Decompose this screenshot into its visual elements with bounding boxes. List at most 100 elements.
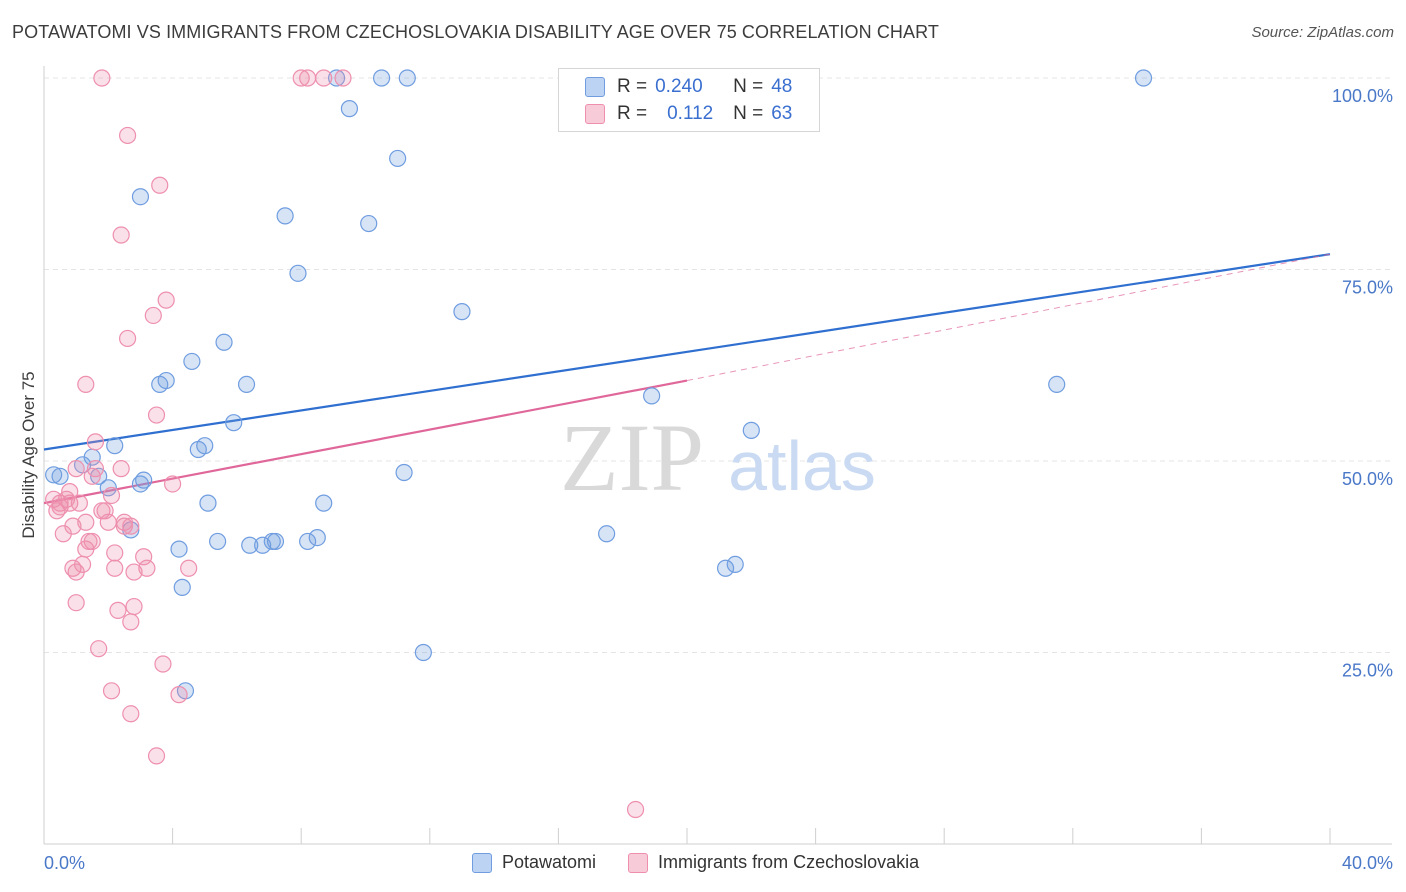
czechoslovakia-point <box>112 226 130 244</box>
czechoslovakia-point <box>122 705 140 723</box>
potawatomi-point <box>189 440 207 459</box>
czechoslovakia-point <box>77 513 95 531</box>
czechoslovakia-point <box>334 69 352 87</box>
czechoslovakia-point <box>64 517 82 535</box>
axes <box>43 66 1392 845</box>
czechoslovakia-point <box>93 69 111 87</box>
czechoslovakia-point <box>115 517 133 535</box>
legend-swatch-pink <box>585 104 605 124</box>
potawatomi-point <box>726 555 744 574</box>
series-legend: Potawatomi Immigrants from Czechoslovaki… <box>472 852 951 873</box>
potawatomi-point <box>389 149 407 168</box>
potawatomi-point <box>453 303 471 321</box>
czechoslovakia-point <box>83 532 101 551</box>
czechoslovakia-point <box>61 494 79 512</box>
czechoslovakia-trend-extension <box>686 253 1331 382</box>
correlation-legend: R = 0.240 N = 48 R = 0.112 N = 63 <box>558 68 820 132</box>
y-tick-label: 25.0% <box>1342 661 1393 681</box>
potawatomi-point <box>215 333 233 351</box>
legend-row-potawatomi: R = 0.240 N = 48 <box>585 74 792 100</box>
potawatomi-point <box>299 532 317 551</box>
potawatomi-point <box>106 437 124 455</box>
potawatomi-point <box>266 532 285 551</box>
czechoslovakia-point <box>106 559 124 577</box>
czechoslovakia-point <box>90 640 108 658</box>
potawatomi-point <box>414 643 432 662</box>
czechoslovakia-point <box>102 486 121 505</box>
legend-n-value: 63 <box>771 103 793 124</box>
potawatomi-point <box>1134 69 1153 87</box>
legend-r-value: 0.240 <box>655 76 703 97</box>
legend-n-label: N = <box>733 103 764 124</box>
x-tick-label-min: 0.0% <box>44 853 85 873</box>
legend-swatch-pink <box>628 852 649 873</box>
czechoslovakia-point <box>77 375 95 393</box>
potawatomi-point <box>131 188 150 206</box>
watermark-atlas: atlas <box>728 427 876 505</box>
potawatomi-point <box>45 466 63 484</box>
czechoslovakia-point <box>118 126 137 145</box>
potawatomi-point <box>1048 375 1066 393</box>
tick-labels: 100.0% 75.0% 50.0% 25.0% 0.0% 40.0% <box>44 86 1393 873</box>
potawatomi-point <box>237 375 256 393</box>
legend-row-czechoslovakia: R = 0.112 N = 63 <box>585 101 792 127</box>
czechoslovakia-point <box>315 69 333 87</box>
legend-r-label: R = <box>617 103 648 124</box>
czechoslovakia-point <box>102 682 121 700</box>
potawatomi-point <box>315 494 333 512</box>
potawatomi-point <box>340 100 359 118</box>
potawatomi-point <box>372 69 391 87</box>
czechoslovakia-point <box>147 747 166 765</box>
legend-label-czechoslovakia: Immigrants from Czechoslovakia <box>658 852 920 872</box>
czechoslovakia-point <box>144 306 162 325</box>
legend-r-value: 0.112 <box>667 103 714 124</box>
potawatomi-point <box>308 528 326 547</box>
potawatomi-point <box>276 207 294 225</box>
potawatomi-point <box>254 536 272 554</box>
potawatomi-trend-line <box>43 253 1331 451</box>
potawatomi-point <box>183 352 201 371</box>
y-tick-label: 75.0% <box>1342 278 1393 298</box>
czechoslovakia-point <box>299 69 317 87</box>
legend-item-potawatomi: Potawatomi <box>472 852 596 873</box>
czechoslovakia-point <box>67 594 85 612</box>
czechoslovakia-point <box>73 555 92 574</box>
czechoslovakia-point <box>99 513 117 531</box>
czechoslovakia-point <box>157 291 175 309</box>
potawatomi-point <box>225 414 243 432</box>
x-tick-label-max: 40.0% <box>1342 853 1393 873</box>
potawatomi-point <box>241 536 259 554</box>
czechoslovakia-point <box>151 176 169 194</box>
czechoslovakia-point <box>67 460 85 478</box>
czechoslovakia-point <box>164 475 182 493</box>
potawatomi-point <box>398 69 416 87</box>
czechoslovakia-point <box>292 69 310 87</box>
legend-item-czechoslovakia: Immigrants from Czechoslovakia <box>628 852 919 873</box>
watermark: ZIP atlas <box>560 404 876 511</box>
potawatomi-point <box>643 387 661 405</box>
czechoslovakia-point <box>626 800 645 819</box>
legend-n-value: 48 <box>771 76 793 97</box>
potawatomi-point <box>289 264 307 282</box>
potawatomi-point <box>157 371 175 390</box>
y-tick-label: 50.0% <box>1342 469 1393 489</box>
potawatomi-point <box>173 578 191 596</box>
czechoslovakia-point <box>70 494 88 512</box>
y-tick-label: 100.0% <box>1332 86 1393 106</box>
czechoslovakia-point <box>106 544 124 562</box>
watermark-zip: ZIP <box>560 404 704 511</box>
potawatomi-point <box>598 525 616 543</box>
chart-title: POTAWATOMI VS IMMIGRANTS FROM CZECHOSLOV… <box>12 22 939 42</box>
legend-label-potawatomi: Potawatomi <box>502 852 597 872</box>
czechoslovakia-point <box>86 460 105 478</box>
czechoslovakia-point <box>170 686 188 704</box>
czechoslovakia-point <box>180 559 198 577</box>
czechoslovakia-point <box>125 597 143 616</box>
czechoslovakia-point <box>112 460 130 478</box>
potawatomi-point <box>51 467 69 485</box>
legend-n-label: N = <box>733 76 764 97</box>
legend-swatch-blue <box>472 852 492 873</box>
czechoslovakia-point <box>118 329 137 348</box>
czechoslovakia-point <box>86 433 105 451</box>
